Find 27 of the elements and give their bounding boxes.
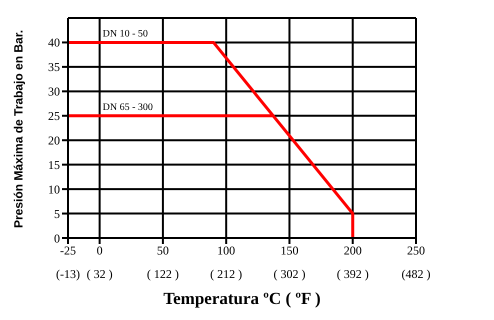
x2-tick-label: ( 302 )	[273, 267, 306, 281]
series-label: DN 65 - 300	[102, 102, 153, 113]
y-tick-label: 25	[48, 109, 60, 124]
x2-tick-label: (482 )	[402, 267, 430, 281]
x2-tick-label: ( 392 )	[336, 267, 369, 281]
y-tick-label: 0	[54, 231, 60, 246]
x-tick-label: -25	[60, 244, 76, 258]
y-tick-label: 5	[54, 206, 60, 221]
x-tick-label: 250	[407, 244, 425, 258]
x2-tick-label: ( 212 )	[210, 267, 242, 281]
series-label: DN 10 - 50	[102, 28, 148, 40]
y-tick-label: 20	[48, 133, 60, 148]
y-tick-label: 30	[48, 84, 60, 99]
y-tick-label: 10	[48, 182, 60, 196]
x2-tick-label: (-13)	[56, 267, 80, 281]
y-tick-label: 35	[48, 60, 60, 74]
x-axis-title: Temperatura ºC ( ºF )	[163, 289, 321, 308]
y-tick-label: 40	[48, 36, 60, 50]
x-tick-label: 0	[96, 244, 103, 258]
y-axis-title: Presión Máxima de Trabajo en Bar.	[11, 30, 26, 228]
x2-tick-label: ( 122 )	[146, 267, 179, 281]
x-tick-label: 150	[280, 244, 298, 258]
x2-tick-label: ( 32 )	[86, 267, 113, 281]
x-tick-label: 200	[344, 244, 362, 258]
x-tick-label: 50	[156, 244, 169, 258]
x-tick-label: 100	[217, 244, 236, 258]
y-tick-label: 15	[48, 158, 60, 172]
